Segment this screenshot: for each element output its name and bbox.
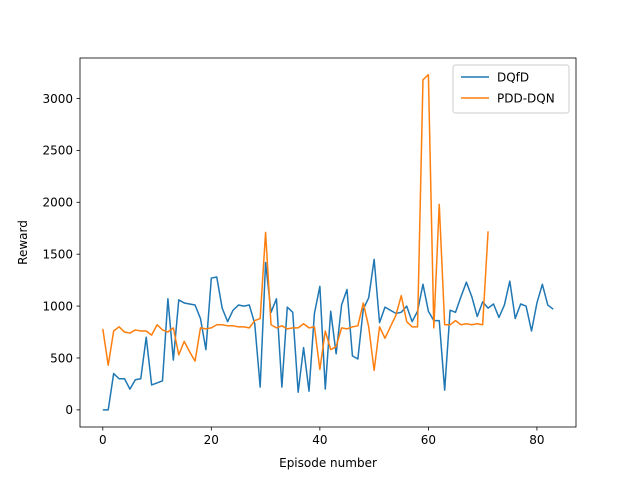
- y-tick-label: 1500: [42, 247, 73, 261]
- y-tick-label: 1000: [42, 299, 73, 313]
- series-line-1: [102, 73, 489, 372]
- x-axis-label: Episode number: [279, 456, 377, 470]
- legend-label-1: PDD-DQN: [497, 91, 555, 105]
- x-tick-label: 40: [312, 433, 327, 447]
- y-axis-label: Reward: [16, 220, 30, 265]
- legend: DQfD PDD-DQN: [452, 64, 570, 114]
- y-tick-label: 0: [65, 403, 73, 417]
- y-tick-label: 2000: [42, 196, 73, 210]
- x-tick-label: 0: [99, 433, 107, 447]
- legend-label-0: DQfD: [497, 70, 529, 84]
- y-tick-label: 3000: [42, 92, 73, 106]
- x-tick-label: 80: [529, 433, 544, 447]
- axes-frame: [79, 57, 577, 428]
- series-line-0: [102, 258, 554, 411]
- x-tick-label: 20: [204, 433, 219, 447]
- x-tick-label: 60: [421, 433, 436, 447]
- x-axis: 0 20 40 60 80: [99, 427, 545, 447]
- y-tick-label: 2500: [42, 144, 73, 158]
- y-tick-label: 500: [50, 351, 73, 365]
- plot-area: [102, 73, 554, 411]
- y-axis: 0 500 1000 1500 2000 2500 3000: [42, 92, 80, 417]
